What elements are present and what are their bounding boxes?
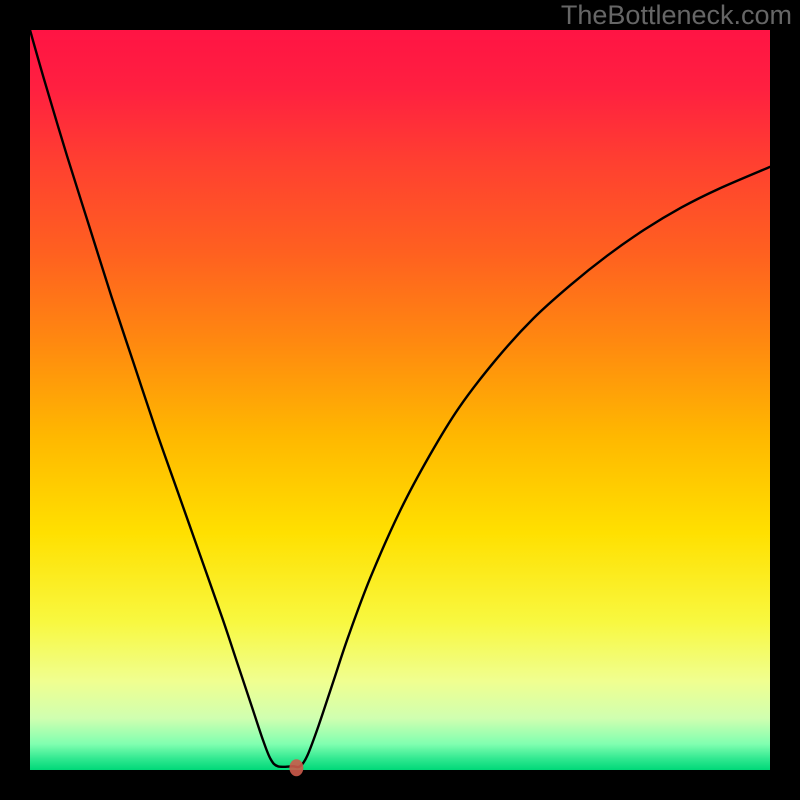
chart-container: TheBottleneck.com [0, 0, 800, 800]
watermark-text: TheBottleneck.com [561, 0, 792, 31]
chart-svg [0, 0, 800, 800]
